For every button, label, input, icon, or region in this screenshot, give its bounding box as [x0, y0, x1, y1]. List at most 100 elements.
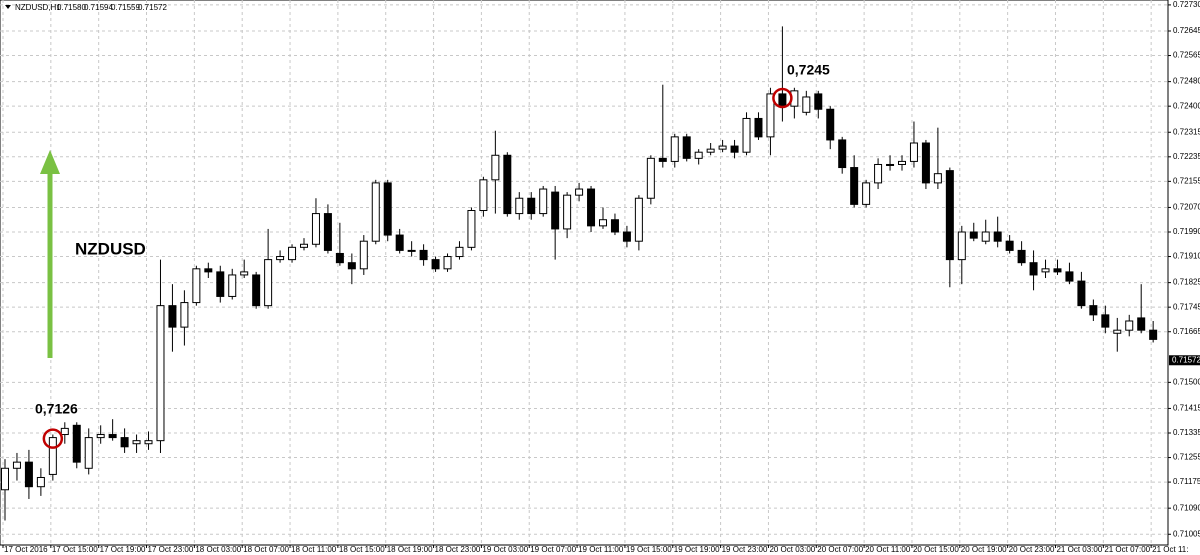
trend-arrow-head	[40, 150, 60, 174]
candle-body	[694, 151, 703, 159]
x-tick-label: 17 Oct 23:00	[148, 545, 194, 554]
candle-body	[371, 182, 380, 242]
candle-body	[1065, 271, 1074, 282]
candle-body	[670, 136, 679, 162]
candle-body	[503, 154, 512, 215]
candle-body	[431, 259, 440, 270]
y-tick-label: 0.71005	[1173, 529, 1200, 538]
x-tick-label: 20 Oct 15:00	[913, 545, 959, 554]
candle-body	[264, 259, 273, 307]
x-tick-label: 21 Oct 11:	[1152, 545, 1188, 554]
candle-body	[862, 182, 871, 205]
candle-body	[706, 148, 715, 153]
candle-body	[359, 240, 368, 270]
candle-body	[814, 93, 823, 110]
candle-body	[419, 249, 428, 261]
y-tick-label: 0.71335	[1173, 428, 1200, 437]
x-tick-label: 17 Oct 19:00	[100, 545, 146, 554]
candle-body	[527, 197, 536, 215]
candle-body	[622, 231, 631, 242]
candle-body	[1149, 329, 1158, 340]
candle-body	[909, 142, 918, 162]
x-tick-label: 21 Oct 03:00	[1056, 545, 1102, 554]
y-tick-label: 0.71665	[1173, 327, 1200, 336]
x-tick-label: 18 Oct 03:00	[195, 545, 241, 554]
candle-body	[945, 170, 954, 261]
candle-body	[383, 182, 392, 236]
candle-body	[60, 427, 69, 436]
x-tick-label: 18 Oct 19:00	[387, 545, 433, 554]
candle-body	[1089, 305, 1098, 316]
x-tick-label: 20 Oct 23:00	[1009, 545, 1055, 554]
y-tick-label: 0.72315	[1173, 127, 1200, 136]
current-price-box	[1169, 355, 1200, 366]
ohlc-value: 0.71580	[57, 3, 86, 12]
level-marker	[772, 87, 793, 109]
candle-body	[969, 231, 978, 239]
x-tick-label: 19 Oct 03:00	[482, 545, 528, 554]
candle-body	[551, 191, 560, 230]
candle-body	[240, 271, 249, 276]
candle-body	[898, 160, 906, 165]
x-tick-label: 19 Oct 19:00	[674, 545, 720, 554]
x-tick-label: 19 Oct 11:00	[578, 545, 624, 554]
candle-body	[957, 231, 966, 261]
y-tick-label: 0.72235	[1173, 152, 1200, 161]
candle-body	[395, 234, 404, 251]
candle-body	[730, 145, 739, 153]
candle-body	[168, 305, 177, 328]
x-tick-label: 21 Oct 07:00	[1104, 545, 1150, 554]
overlay	[30, 87, 1120, 449]
x-tick-label: 20 Oct 07:00	[817, 545, 863, 554]
ohlc-value: 0.71594	[84, 3, 113, 12]
candle-body	[1005, 240, 1014, 251]
candle-body	[120, 437, 129, 448]
candle-body	[479, 179, 488, 212]
y-tick-label: 0.71175	[1173, 477, 1200, 486]
candle-body	[1029, 262, 1038, 276]
y-tick-label: 0.72565	[1173, 51, 1200, 60]
y-tick-label: 0.72155	[1173, 176, 1200, 185]
candle-body	[766, 93, 775, 138]
candles	[1, 26, 1158, 521]
candle-body	[1, 467, 9, 491]
candle-body	[204, 268, 213, 273]
candle-body	[108, 434, 117, 439]
candle-body	[539, 188, 548, 215]
candle-body	[455, 246, 464, 258]
ohlc-value: 0.71559	[111, 3, 140, 12]
candle-body	[634, 197, 643, 242]
y-tick-label: 0.71415	[1173, 404, 1200, 413]
candle-body	[323, 213, 332, 251]
y-tick-label: 0.71825	[1173, 278, 1200, 287]
candle-body	[467, 210, 476, 248]
x-tick-label: 20 Oct 03:00	[769, 545, 815, 554]
candle-body	[515, 197, 524, 215]
x-tick-label: 20 Oct 19:00	[961, 545, 1007, 554]
candle-body	[754, 117, 763, 138]
y-tick-label: 0.71090	[1173, 503, 1200, 512]
candle-body	[610, 219, 619, 233]
candle-body	[1101, 314, 1110, 328]
x-tick-label: 17 Oct 15:00	[52, 545, 98, 554]
candle-body	[36, 476, 45, 488]
candle-body	[156, 305, 165, 442]
y-tick-label: 0.71745	[1173, 302, 1200, 311]
y-tick-label: 0.72400	[1173, 101, 1200, 110]
x-tick-label: 19 Oct 07:00	[530, 545, 576, 554]
candle-body	[646, 157, 655, 199]
candle-body	[24, 461, 33, 488]
candle-body	[443, 256, 452, 270]
candle-body	[1137, 317, 1146, 331]
candle-body	[575, 188, 584, 196]
candle-body	[84, 437, 93, 469]
candle-body	[587, 188, 596, 227]
candle-body	[192, 268, 201, 304]
y-tick-label: 0.72730	[1173, 0, 1200, 9]
current-price-label: 0.71572	[1172, 355, 1200, 364]
candle-body	[252, 274, 261, 307]
candle-body	[276, 256, 285, 261]
candle-body	[1017, 249, 1026, 264]
